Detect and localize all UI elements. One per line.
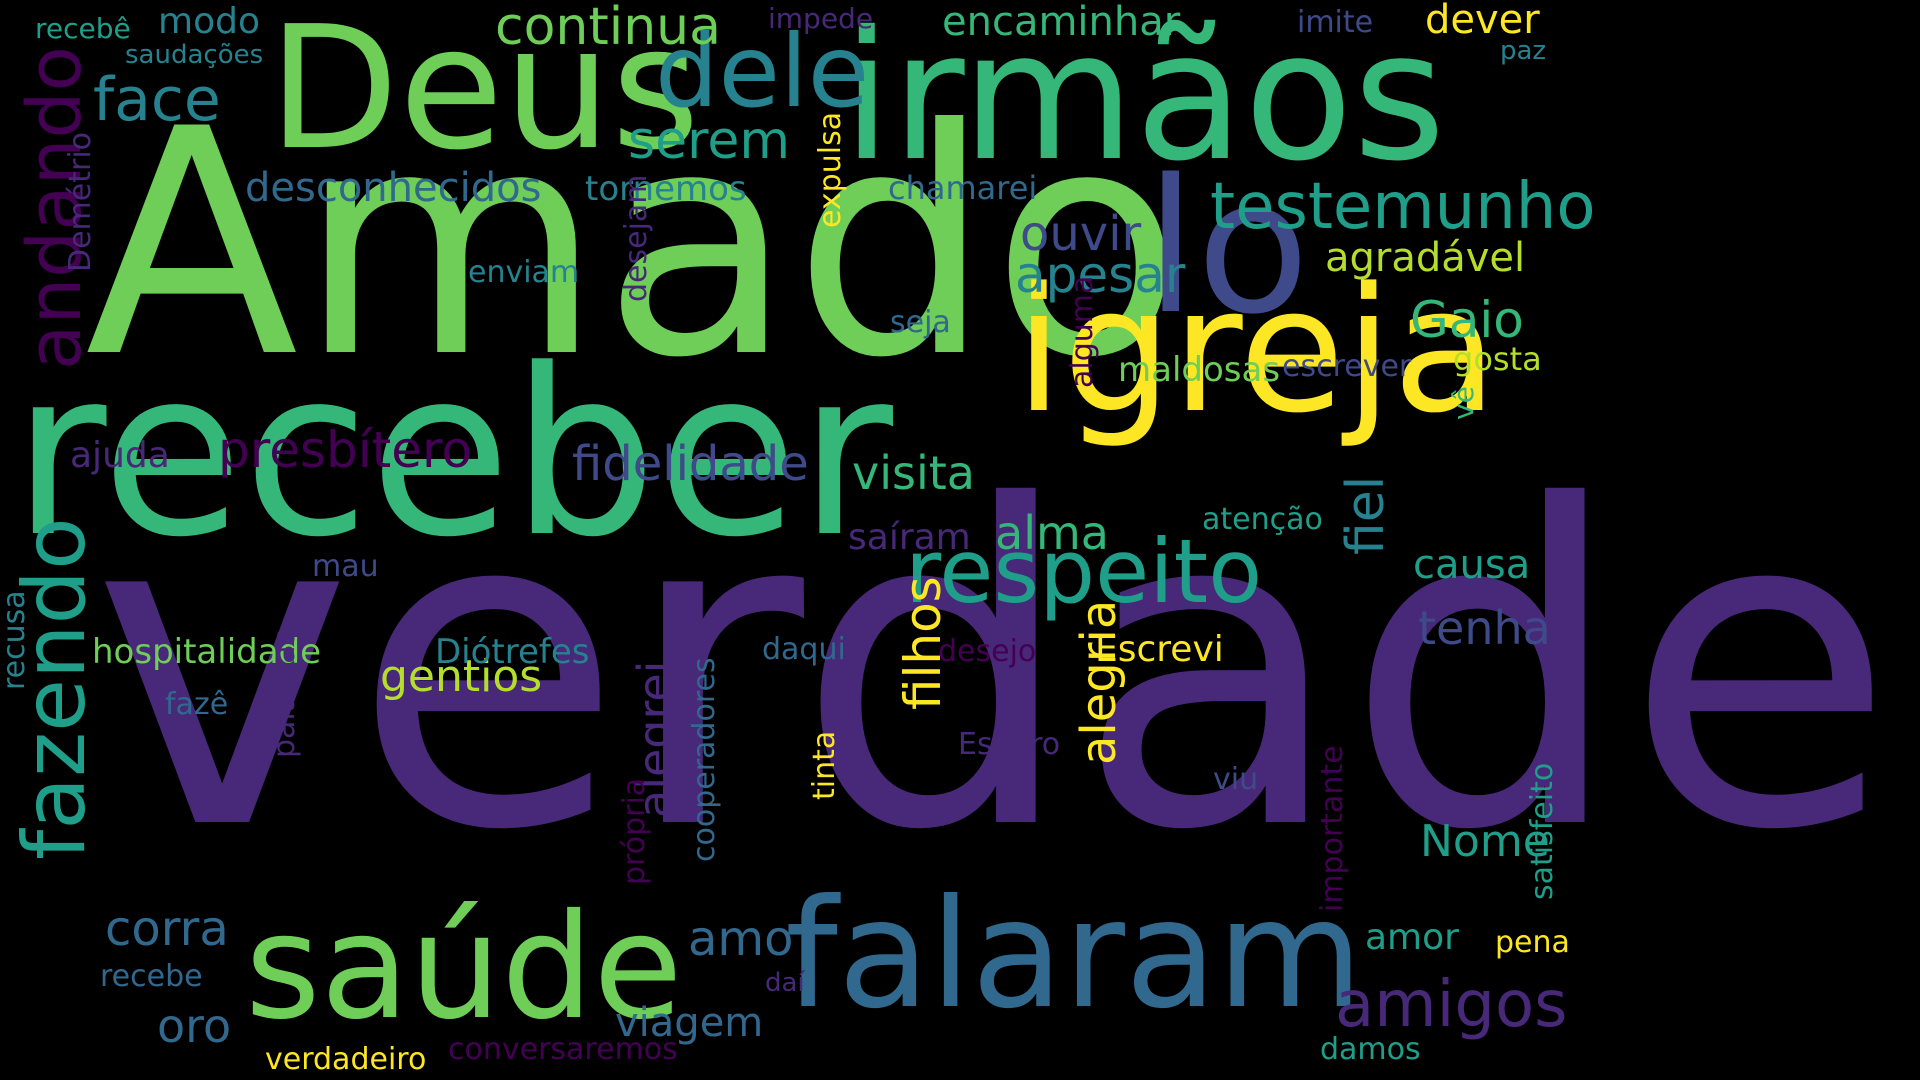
- word-causa: causa: [1413, 542, 1531, 588]
- word-continua: continua: [495, 0, 721, 57]
- word-dai: daí: [765, 968, 805, 998]
- word-daqui: daqui: [762, 632, 846, 667]
- word-alguma: alguma: [1065, 275, 1100, 388]
- word-recusa: recusa: [0, 590, 32, 690]
- word-visita: visita: [852, 446, 975, 500]
- word-amo: amo: [688, 911, 794, 967]
- word-dele: dele: [655, 13, 870, 130]
- word-desejo: desejo: [938, 634, 1037, 669]
- word-filhos: filhos: [894, 576, 952, 710]
- word-falaram: falaram: [785, 868, 1364, 1042]
- word-fiel: fiel: [1336, 475, 1396, 555]
- word-verdadeiro: verdadeiro: [265, 1042, 427, 1077]
- word-tornemos: tornemos: [585, 169, 747, 209]
- word-sairam: saíram: [848, 517, 971, 558]
- word-nome: Nome: [1420, 816, 1550, 867]
- word-hospitalidade: hospitalidade: [92, 632, 322, 672]
- word-expulsa: expulsa: [813, 111, 848, 228]
- word-irmaos: irmãos: [842, 0, 1446, 200]
- word-saude: saúde: [245, 883, 683, 1052]
- word-amado: Amado: [85, 62, 1183, 426]
- word-chamarei: chamarei: [888, 169, 1038, 207]
- word-escrever: escrever: [1282, 349, 1412, 384]
- word-recebe-2: recebê: [35, 12, 131, 45]
- word-oro: oro: [157, 999, 232, 1053]
- word-encaminhar: encaminhar: [942, 0, 1181, 45]
- word-faze: fazê: [165, 687, 229, 722]
- word-escrevi: Escrevi: [1095, 629, 1224, 670]
- word-amor: amor: [1365, 917, 1459, 958]
- word-atencao: atenção: [1202, 502, 1323, 537]
- word-ouvir: ouvir: [1020, 206, 1142, 262]
- word-desconhecidos: desconhecidos: [245, 165, 542, 211]
- word-presbitero: presbítero: [218, 421, 473, 479]
- word-gentios: gentios: [380, 651, 543, 702]
- word-impede: impede: [768, 2, 874, 35]
- word-respeito: respeito: [905, 520, 1263, 623]
- word-alma: alma: [995, 506, 1109, 560]
- word-verdade: verdade: [92, 414, 1896, 926]
- word-tinta: tinta: [807, 730, 842, 800]
- word-modo: modo: [158, 1, 260, 42]
- word-pena: pena: [1495, 925, 1570, 960]
- word-dever: dever: [1425, 0, 1540, 43]
- word-maldosas: maldosas: [1118, 350, 1281, 390]
- word-demetrio: Demétrio: [63, 131, 98, 272]
- word-amigos: amigos: [1335, 968, 1568, 1042]
- word-ajuda: ajuda: [70, 435, 170, 476]
- word-paz: paz: [1500, 36, 1547, 66]
- word-espero: Espero: [958, 727, 1061, 762]
- word-viu: viu: [1213, 762, 1259, 797]
- word-lo: lo: [1145, 139, 1310, 355]
- word-propria: própria: [617, 777, 652, 885]
- word-mau: mau: [312, 549, 379, 584]
- word-fidelidade: fidelidade: [572, 436, 809, 492]
- word-agradavel: agradável: [1325, 235, 1526, 281]
- word-recebe: recebe: [100, 959, 203, 994]
- word-receber: receber: [12, 321, 894, 588]
- word-diotrefes: Diótrefes: [435, 632, 590, 672]
- word-ve: vê: [1447, 386, 1480, 420]
- word-gaio: Gaio: [1410, 291, 1524, 349]
- word-saudacoes: saudações: [125, 40, 264, 70]
- word-serem: serem: [628, 111, 790, 171]
- word-gosta: gosta: [1453, 340, 1542, 378]
- word-satisfeito: satisfeito: [1525, 762, 1560, 900]
- word-viagem: viagem: [615, 1000, 764, 1046]
- word-seja: seja: [890, 305, 951, 340]
- word-tenha: tenha: [1418, 601, 1551, 655]
- word-importante: importante: [1315, 745, 1350, 912]
- word-cooperadores: cooperadores: [687, 657, 722, 862]
- word-face: face: [93, 65, 221, 135]
- word-imite: imite: [1297, 5, 1374, 40]
- word-alegria: alegria: [1071, 599, 1127, 765]
- word-conversaremos: conversaremos: [448, 1032, 678, 1067]
- word-testemunho: testemunho: [1210, 170, 1596, 244]
- word-enviam: enviam: [468, 255, 580, 290]
- word-desejam: desejam: [619, 174, 654, 302]
- word-corra: corra: [105, 901, 229, 957]
- word-deus: Deus: [268, 0, 700, 188]
- word-igreja: igreja: [1015, 250, 1498, 451]
- word-apesar: apesar: [1015, 246, 1186, 304]
- word-damos: damos: [1320, 1032, 1421, 1067]
- word-palavras: palavras: [267, 629, 302, 758]
